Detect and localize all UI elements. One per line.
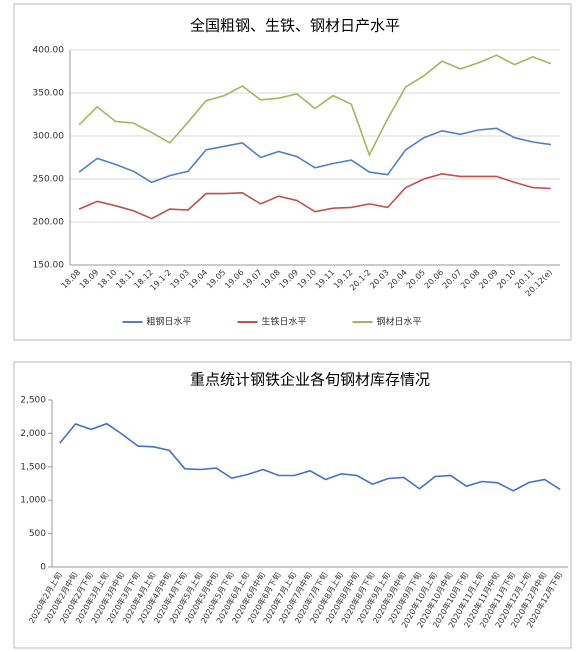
y-tick-label: 300.00 (33, 132, 65, 142)
y-tick-label: 400.00 (33, 46, 65, 56)
y-tick-label: 2,000 (20, 429, 46, 439)
y-tick-label: 350.00 (33, 89, 65, 99)
legend-label: 生铁日水平 (262, 316, 307, 328)
y-tick-label: 250.00 (33, 175, 65, 185)
y-tick-label: 150.00 (33, 261, 65, 271)
chart-frame (13, 3, 572, 341)
chart-frame (13, 361, 572, 649)
chart-title: 全国粗钢、生铁、钢材日产水平 (190, 17, 400, 35)
line (78, 127, 552, 184)
y-tick-label: 0 (40, 563, 46, 573)
line (59, 422, 561, 492)
y-tick-label: 1,500 (20, 462, 46, 472)
line (78, 54, 552, 157)
legend-label: 钢材日水平 (377, 316, 422, 328)
y-tick-label: 500 (29, 529, 46, 539)
y-tick-label: 200.00 (33, 218, 65, 228)
y-tick-label: 2,500 (20, 396, 46, 406)
legend-label: 粗钢日水平 (147, 316, 192, 328)
line (78, 172, 551, 220)
y-tick-label: 1,000 (20, 496, 46, 506)
chart-title: 重点统计钢铁企业各旬钢材库存情况 (190, 371, 430, 389)
